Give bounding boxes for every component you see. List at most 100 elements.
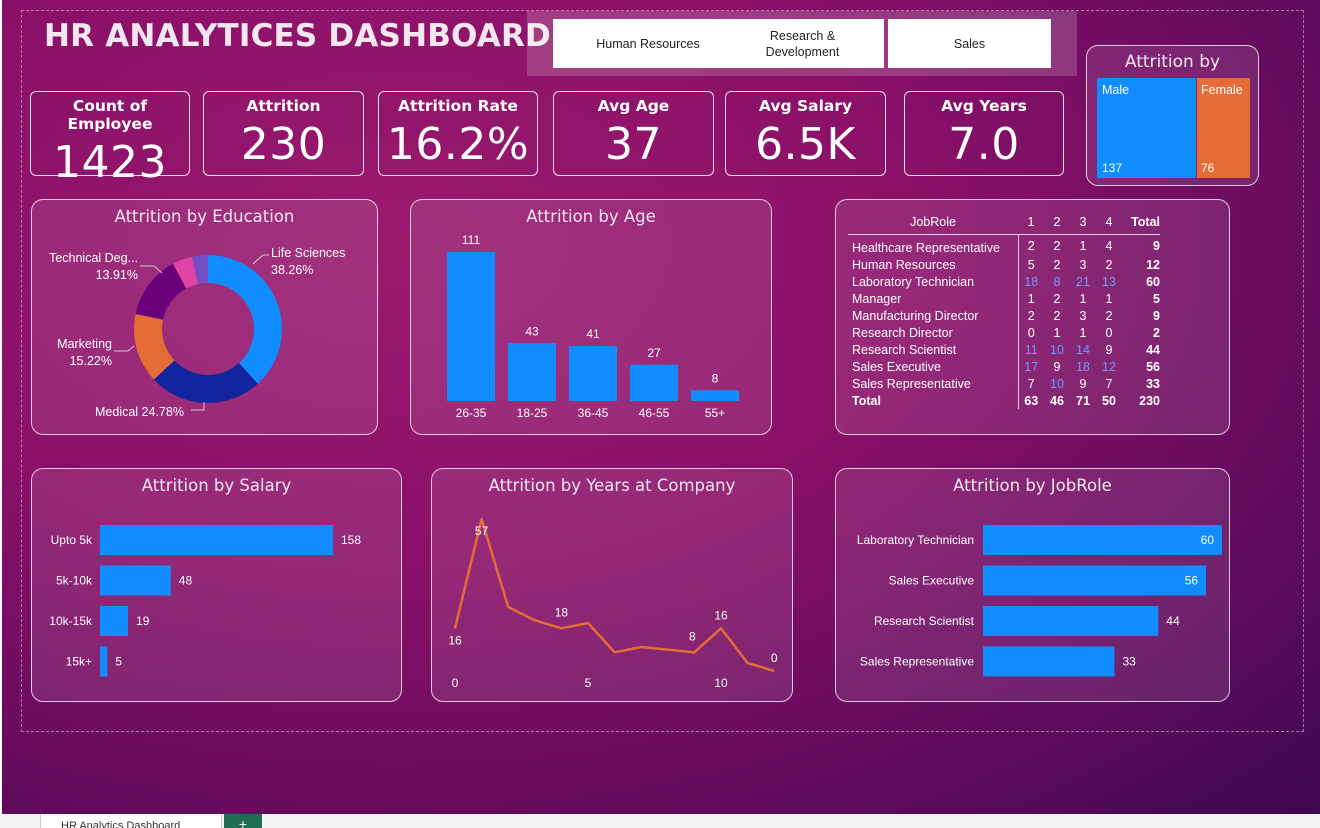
matrix-cell: 13 [1102,274,1116,289]
jobrole-category-label: Laboratory Technician [857,533,974,547]
donut-slice-human-resources[interactable] [191,255,208,285]
matrix-row-label: Manufacturing Director [848,307,1019,324]
years-data-label: 16 [714,608,728,622]
salary-bar[interactable] [100,606,129,636]
treemap-female-label: Female [1201,83,1243,97]
matrix-header-level[interactable]: 4 [1096,210,1122,235]
matrix-row-total: 60 [1146,274,1160,289]
matrix-row-total: 56 [1146,359,1160,374]
jobrole-matrix: JobRole 1 2 3 4 Total Healthcare Representati… [848,210,1160,409]
slicer-research-development[interactable]: Research & Development [721,19,884,68]
education-donut-chart: Life Sciences 38.26% Technical Deg... 13… [49,246,345,419]
age-bar[interactable] [569,345,617,401]
matrix-header-level[interactable]: 3 [1070,210,1096,235]
matrix-header-level[interactable]: 1 [1018,210,1044,235]
label-technical-pct: 13.91% [96,268,138,282]
attrition-by-jobrole-panel: Attrition by JobRole Laboratory Technici… [835,468,1230,702]
age-bar-label: 43 [525,324,539,338]
label-life-sciences: Life Sciences [271,246,345,260]
matrix-row: Manager 1 2 1 1 5 [848,290,1160,307]
age-bar-label: 8 [712,371,719,385]
slicer-human-resources[interactable]: Human Resources [553,19,743,68]
matrix-cell: 50 [1102,393,1116,408]
matrix-row-label: Research Director [848,324,1019,341]
matrix-cell: 1 [1079,291,1087,306]
donut-slice-technical-deg-[interactable] [135,263,187,320]
kpi-value: 16.2% [386,119,530,170]
jobrole-bar-chart: Laboratory Technician 60 Sales Executive 56… [857,525,1222,677]
kpi-attrition-rate: Attrition Rate 16.2% [378,91,538,176]
matrix-cell: 10 [1050,342,1064,357]
attrition-by-years-panel: Attrition by Years at Company 16 57 18 8 16 0… [431,468,793,702]
jobrole-category-label: Sales Representative [860,655,974,669]
slicer-sales[interactable]: Sales [888,19,1051,68]
treemap-female[interactable]: Female 76 [1197,78,1250,178]
age-bar-label: 111 [462,233,481,247]
donut-slice-medical[interactable] [153,360,258,403]
matrix-cell: 21 [1076,274,1090,289]
matrix-row-total: 2 [1153,325,1160,340]
salary-bar[interactable] [100,646,108,677]
donut-slice-life-sciences[interactable] [208,255,282,384]
matrix-row-total: 5 [1153,291,1160,306]
age-bar[interactable] [630,364,678,401]
matrix-row: Healthcare Representative 2 2 1 4 9 [848,234,1160,256]
matrix-cell: 17 [1024,359,1039,374]
salary-value-label: 5 [115,655,122,669]
label-medical: Medical 24.78% [95,405,184,419]
jobrole-bar[interactable] [983,565,1207,596]
years-data-label: 57 [475,524,489,538]
tab-hr-analytics-dashboard[interactable]: HR Analytics Dashboard [40,814,222,828]
donut-slice-other[interactable] [173,256,199,289]
salary-bar-chart: Upto 5k 158 5k-10k 48 10k-15k 19 15k+ 5 [49,525,361,677]
salary-category-label: Upto 5k [51,533,93,547]
treemap-male[interactable]: Male 137 [1097,78,1196,178]
label-marketing-pct: 15.22% [70,354,112,368]
salary-bar[interactable] [100,525,333,555]
years-data-label: 8 [689,629,696,643]
matrix-cell: 18 [1076,359,1090,374]
matrix-cell: 2 [1053,238,1061,253]
matrix-row-label: Sales Executive [848,358,1019,375]
matrix-header-level[interactable]: 2 [1044,210,1070,235]
jobrole-bar[interactable] [983,525,1222,555]
matrix-cell: 3 [1079,257,1087,272]
jobrole-bar[interactable] [983,646,1115,677]
matrix-row-total: 33 [1146,376,1160,391]
matrix-cell: 1 [1105,291,1113,306]
matrix-cell: 1 [1053,325,1061,340]
kpi-avg-age: Avg Age 37 [553,91,714,176]
years-line-series[interactable] [453,517,775,673]
jobrole-bar[interactable] [983,606,1159,636]
matrix-cell: 10 [1050,376,1064,391]
department-slicer: Human Resources Research & Development S… [527,11,1077,76]
matrix-cell: 11 [1024,342,1038,357]
age-category-label: 46-55 [639,406,670,420]
matrix-row: Manufacturing Director 2 2 3 2 9 [848,307,1160,324]
age-bar[interactable] [447,252,495,401]
matrix-row-label: Laboratory Technician [848,273,1019,290]
matrix-cell: 9 [1105,342,1113,357]
donut-slice-marketing[interactable] [134,313,175,380]
attrition-by-age-panel: Attrition by Age 111 26-35 43 18-25 41 36-45 2… [410,199,772,435]
matrix-header-total[interactable]: Total [1122,210,1160,235]
age-bar[interactable] [508,343,556,401]
panel-title: Attrition by JobRole [953,476,1112,495]
jobrole-value-label: 56 [1185,574,1199,588]
salary-bar[interactable] [100,565,171,596]
matrix-cell: 1 [1079,238,1087,253]
matrix-cell: 0 [1105,325,1113,340]
matrix-header-jobrole[interactable]: JobRole [848,210,1018,235]
years-x-tick: 10 [714,676,728,690]
matrix-row-total: 9 [1153,238,1160,253]
matrix-row-total: 12 [1146,257,1160,272]
add-page-button[interactable]: + [224,814,262,828]
kpi-label: Avg Years [941,97,1027,115]
years-data-label: 0 [771,651,778,665]
matrix-cell: 2 [1027,238,1035,253]
matrix-cell: 8 [1053,274,1061,289]
matrix-cell: 9 [1053,359,1061,374]
age-bar[interactable] [691,390,739,401]
matrix-cell: 12 [1102,359,1116,374]
leader-line-technical [140,265,163,274]
